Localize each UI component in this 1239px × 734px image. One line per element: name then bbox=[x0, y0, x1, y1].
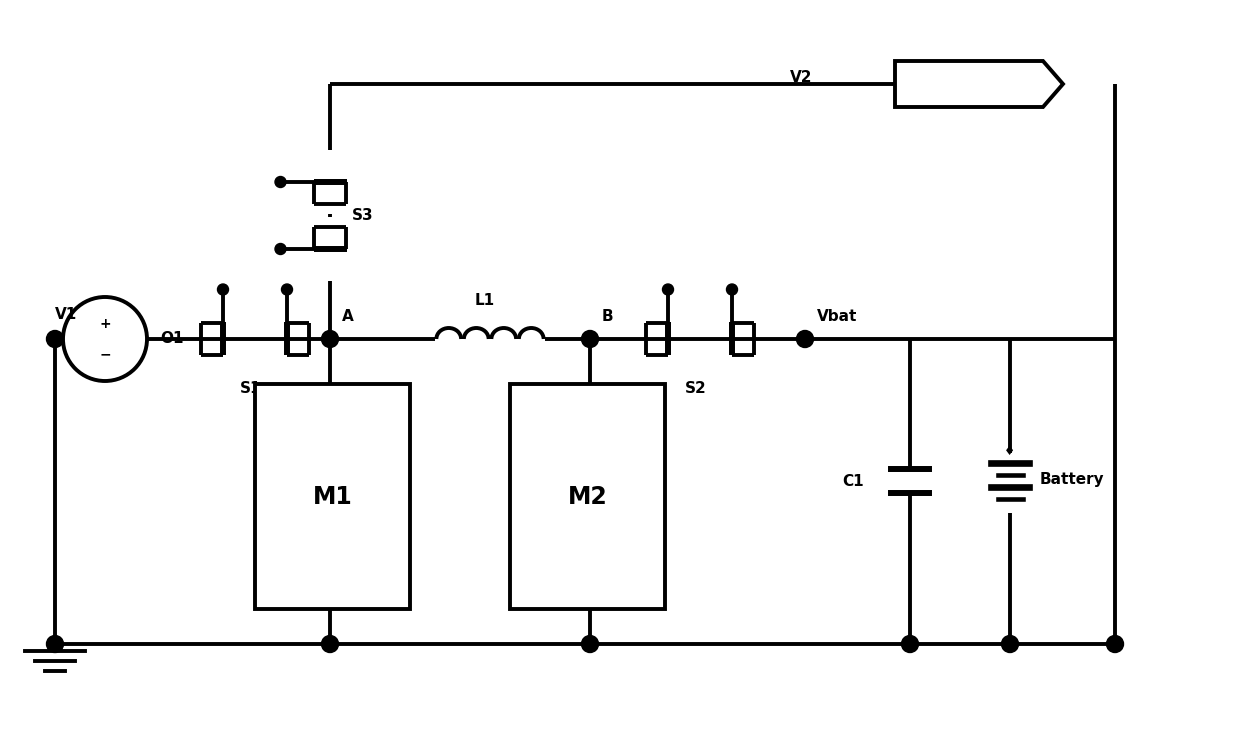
Text: C1: C1 bbox=[843, 474, 864, 489]
Text: V1: V1 bbox=[55, 308, 77, 322]
Circle shape bbox=[321, 330, 338, 347]
Text: −: − bbox=[99, 347, 110, 361]
Circle shape bbox=[1106, 636, 1124, 653]
Circle shape bbox=[47, 636, 63, 653]
Circle shape bbox=[581, 330, 598, 347]
Circle shape bbox=[321, 636, 338, 653]
Bar bbox=[255, 384, 410, 609]
Bar bbox=[510, 384, 665, 609]
Text: Vbat: Vbat bbox=[817, 310, 857, 324]
Text: S2: S2 bbox=[685, 382, 706, 396]
Text: V2: V2 bbox=[790, 70, 813, 85]
Text: Battery: Battery bbox=[1040, 472, 1105, 487]
Text: M1: M1 bbox=[312, 484, 352, 509]
Circle shape bbox=[1001, 636, 1018, 653]
Circle shape bbox=[218, 284, 228, 295]
Text: HVBUS: HVBUS bbox=[942, 77, 996, 91]
Circle shape bbox=[275, 244, 286, 255]
Circle shape bbox=[797, 330, 814, 347]
Circle shape bbox=[275, 176, 286, 187]
Text: S1: S1 bbox=[240, 382, 261, 396]
Text: M2: M2 bbox=[567, 484, 607, 509]
Text: A: A bbox=[342, 310, 354, 324]
Circle shape bbox=[726, 284, 737, 295]
Circle shape bbox=[902, 636, 918, 653]
Text: O1: O1 bbox=[160, 332, 183, 346]
Circle shape bbox=[281, 284, 292, 295]
Circle shape bbox=[47, 330, 63, 347]
Polygon shape bbox=[895, 61, 1063, 107]
Text: +: + bbox=[99, 317, 110, 331]
Text: ♦: ♦ bbox=[1005, 445, 1016, 458]
Text: S3: S3 bbox=[352, 208, 374, 223]
Text: B: B bbox=[602, 310, 613, 324]
Circle shape bbox=[663, 284, 674, 295]
Text: L1: L1 bbox=[475, 294, 496, 308]
Circle shape bbox=[581, 636, 598, 653]
